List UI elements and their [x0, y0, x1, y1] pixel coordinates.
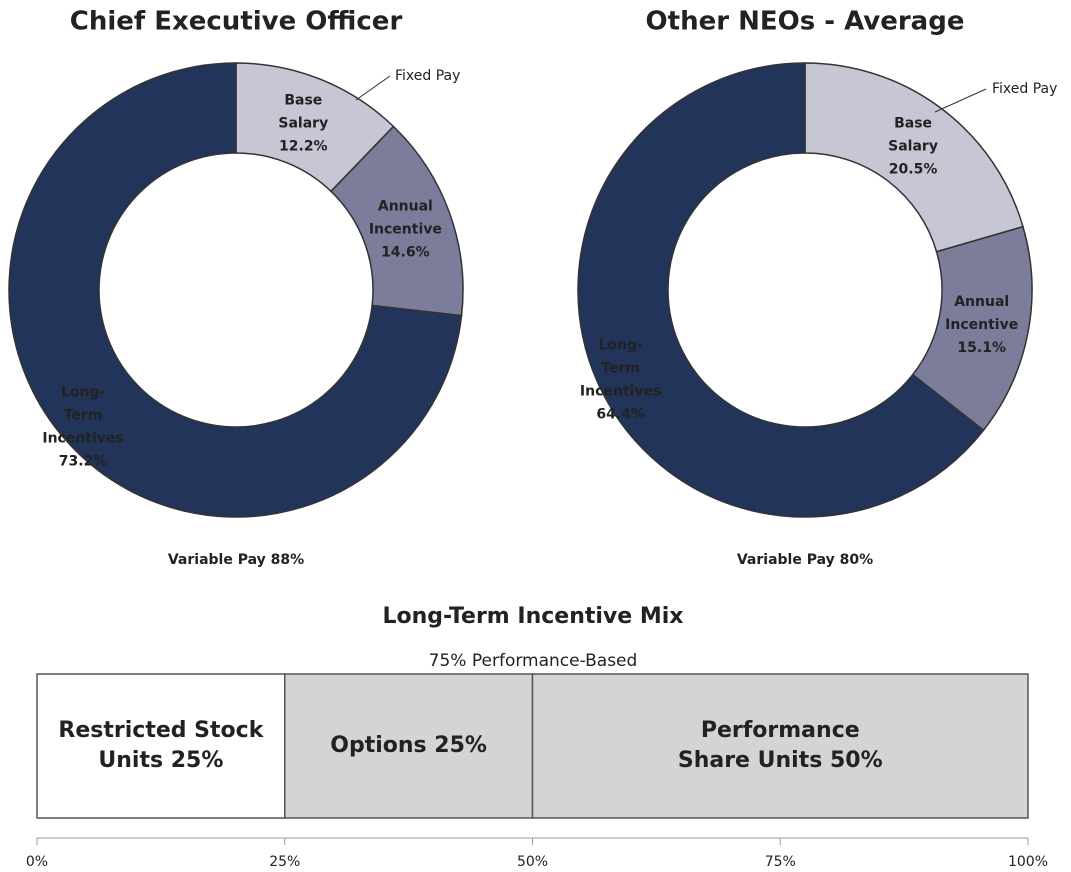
slice-value: 12.2% [279, 139, 328, 155]
donut-slice [804, 62, 1024, 253]
leader-line [934, 88, 987, 113]
bar-segment [531, 673, 1029, 819]
segment-label: Restricted Stock Units 25% [58, 718, 264, 773]
slice-value: 20.5% [889, 162, 938, 178]
slice-value: 14.6% [381, 245, 430, 261]
x-tick-label: 50% [517, 854, 548, 870]
x-tick-label: 100% [1008, 854, 1048, 870]
slice-value: 15.1% [957, 340, 1006, 356]
slice-label: Base Salary [278, 93, 328, 132]
slice-label: Base Salary [888, 116, 938, 155]
segment-label: Options 25% [330, 733, 487, 758]
annotation: 75% Performance-Based [429, 651, 638, 671]
donut-slice [8, 62, 463, 518]
x-tick-label: 75% [765, 854, 796, 870]
leader-line [355, 75, 391, 101]
annotation: Variable Pay 80% [737, 552, 873, 568]
chart-title: Other NEOs - Average [646, 7, 965, 37]
donut-slice [577, 62, 985, 518]
annotation: Fixed Pay [992, 81, 1057, 97]
slice-value: 73.2% [59, 454, 108, 470]
slice-value: 64.4% [596, 407, 645, 423]
bar-segment [284, 673, 534, 819]
chart-title: Chief Executive Officer [70, 7, 403, 37]
slice-label: Long-Term Incentives [42, 385, 123, 447]
slice-label: Annual Incentive [369, 199, 442, 238]
segment-label: Performance Share Units 50% [678, 718, 883, 773]
chart-title: Long-Term Incentive Mix [383, 604, 684, 629]
annotation: Fixed Pay [395, 68, 460, 84]
annotation: Variable Pay 88% [168, 552, 304, 568]
slice-label: Long-Term Incentives [580, 338, 661, 400]
x-tick-label: 25% [269, 854, 300, 870]
slice-label: Annual Incentive [945, 294, 1018, 333]
x-tick-label: 0% [26, 854, 48, 870]
bar-segment [36, 673, 286, 819]
